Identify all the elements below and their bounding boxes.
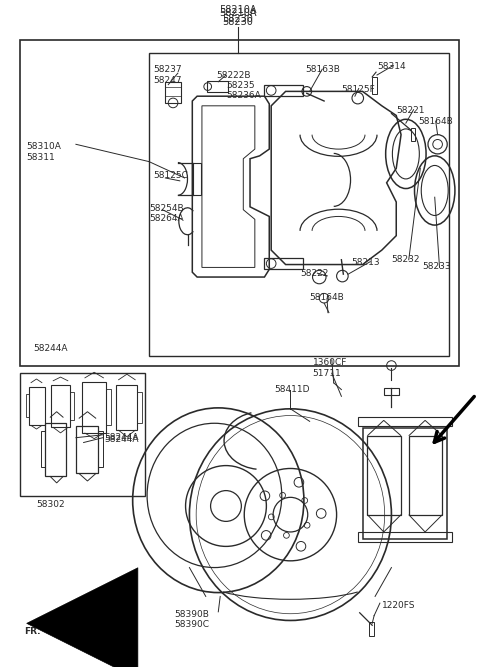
Text: 58213: 58213: [351, 258, 380, 267]
Bar: [367, 436, 401, 515]
Bar: [409, 436, 443, 515]
Bar: [372, 77, 377, 94]
Text: 58125F: 58125F: [341, 85, 375, 93]
Text: 58221: 58221: [396, 106, 425, 115]
Text: 1360CF: 1360CF: [312, 358, 347, 367]
Text: 58232: 58232: [391, 255, 420, 264]
Bar: [358, 532, 452, 542]
Bar: [166, 82, 181, 103]
Text: 58244A: 58244A: [105, 435, 139, 444]
Text: 58244A: 58244A: [34, 344, 68, 354]
Bar: [149, 53, 449, 356]
Text: 58235
58236A: 58235 58236A: [226, 81, 261, 100]
Text: 58244A: 58244A: [105, 433, 139, 442]
Text: 58230: 58230: [222, 15, 253, 25]
Text: 58390B
58390C: 58390B 58390C: [174, 610, 209, 629]
Text: 58210A: 58210A: [219, 8, 256, 18]
Bar: [193, 163, 201, 195]
Bar: [264, 258, 303, 269]
Text: 58222B: 58222B: [216, 71, 251, 80]
Text: 58125C: 58125C: [153, 171, 188, 180]
Text: 58254B
58264A: 58254B 58264A: [149, 204, 184, 223]
Text: 58302: 58302: [36, 500, 65, 509]
Text: 58163B: 58163B: [305, 65, 340, 75]
Text: 58314: 58314: [377, 61, 406, 71]
Text: 58411D: 58411D: [274, 385, 310, 394]
Text: 58230: 58230: [222, 17, 253, 27]
Text: FR.: FR.: [24, 627, 40, 636]
Text: 58237
58247: 58237 58247: [153, 65, 181, 85]
Bar: [264, 85, 303, 96]
Bar: [362, 428, 447, 539]
Bar: [358, 416, 452, 426]
Bar: [384, 388, 399, 396]
Text: 51711: 51711: [312, 370, 341, 378]
Text: 58310A
58311: 58310A 58311: [26, 142, 61, 162]
Bar: [166, 87, 181, 96]
Text: 58164B: 58164B: [310, 293, 345, 302]
Bar: [207, 81, 228, 92]
Text: 1220FS: 1220FS: [382, 601, 415, 610]
Text: 58164B: 58164B: [419, 117, 453, 126]
Text: 58222: 58222: [300, 269, 328, 278]
Bar: [20, 374, 145, 496]
Text: 58233: 58233: [422, 261, 451, 271]
Bar: [411, 128, 416, 141]
Bar: [369, 622, 374, 636]
Bar: [20, 41, 459, 366]
Text: 58210A: 58210A: [219, 5, 256, 15]
